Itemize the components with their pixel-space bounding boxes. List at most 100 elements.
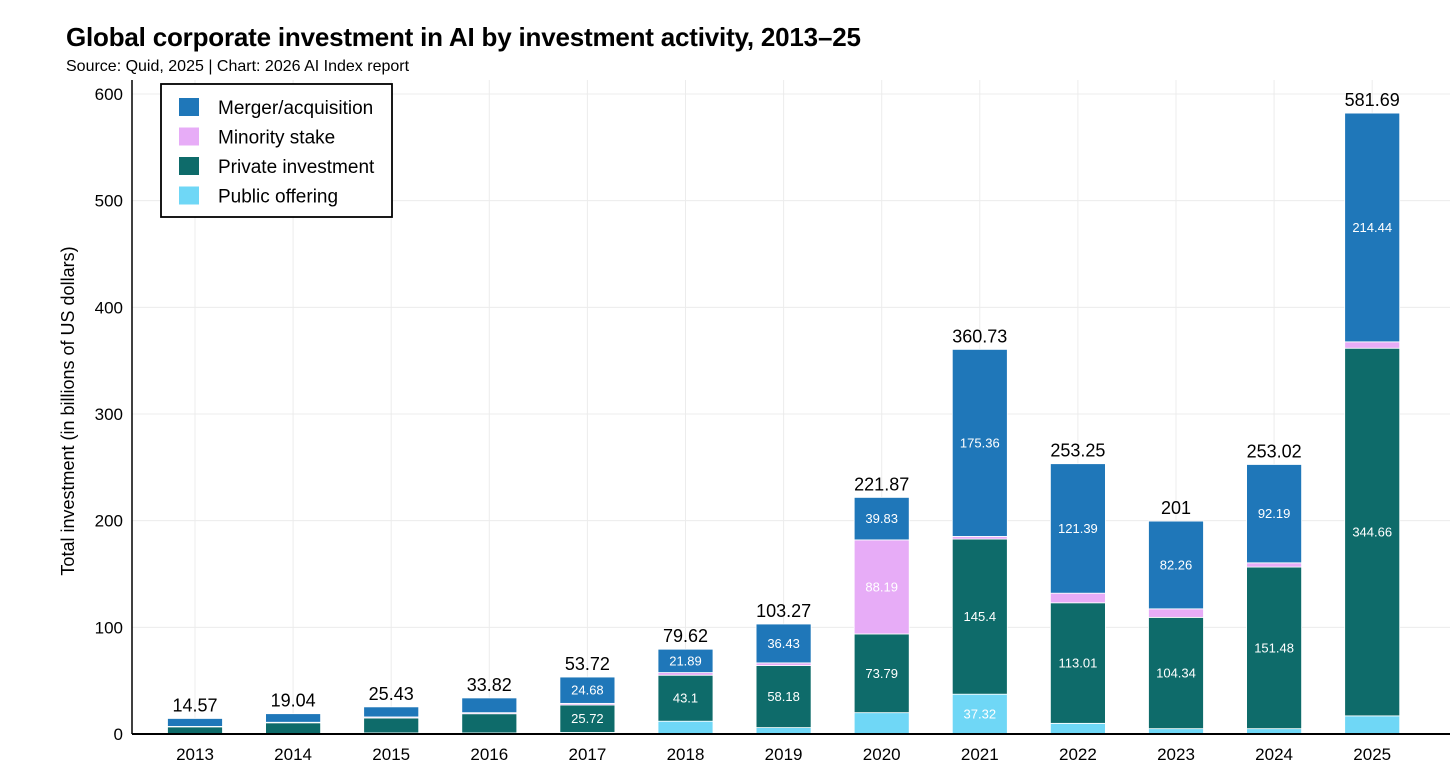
bar-segment (559, 676, 616, 704)
bar-segment (167, 718, 223, 727)
bar-total-label: 79.62 (663, 626, 708, 646)
segment-value-label: 104.34 (1156, 666, 1196, 681)
axes: 0 100 200 300 400 500 600 2013 2014 2015 2016 2017 2… (58, 80, 1450, 764)
x-tick-label: 2020 (863, 745, 901, 764)
bar-total-label: 103.27 (756, 601, 811, 621)
y-axis-label: Total investment (in billions of US doll… (58, 246, 78, 575)
bar-segment (755, 623, 812, 664)
y-tick-label: 200 (95, 512, 123, 531)
bar-total-label: 19.04 (271, 691, 316, 711)
segment-value-label: 88.19 (865, 579, 898, 594)
chart-title: Global corporate investment in AI by inv… (66, 22, 861, 52)
bar-total-label: 360.73 (952, 326, 1007, 346)
x-tick-label: 2025 (1353, 745, 1391, 764)
segment-value-label: 73.79 (865, 666, 898, 681)
bar-segment (951, 536, 1008, 540)
bar-segment (657, 720, 714, 735)
segment-value-label: 24.68 (571, 683, 604, 698)
segment-value-label: 21.89 (669, 653, 702, 668)
bar-total-label: 53.72 (565, 654, 610, 674)
x-tick-label: 2018 (667, 745, 705, 764)
legend: Merger/acquisition Minority stake Private … (160, 83, 393, 218)
legend-swatch (179, 157, 199, 175)
bar-segment (657, 648, 714, 673)
bar-segment (1344, 715, 1401, 735)
bar-segment (265, 722, 322, 734)
y-tick-label: 500 (95, 192, 123, 211)
bar-total-label: 25.43 (369, 684, 414, 704)
bar-segment (461, 697, 518, 714)
bar-segment (265, 713, 322, 723)
legend-label: Public offering (218, 187, 338, 208)
bar-segment (167, 726, 223, 735)
segment-value-label: 39.83 (865, 511, 898, 526)
bar-segment (1050, 722, 1106, 735)
bar-segment (853, 497, 910, 541)
legend-label: Merger/acquisition (218, 98, 373, 119)
bar-segment (951, 693, 1008, 735)
bar-segment (755, 665, 812, 728)
bar-segment (1344, 347, 1401, 717)
bar-segment (853, 539, 910, 635)
bar-segment (951, 348, 1008, 537)
bar-total-label: 221.87 (854, 474, 909, 494)
y-tick-label: 400 (95, 298, 123, 317)
segment-value-label: 82.26 (1160, 557, 1193, 572)
x-tick-label: 2024 (1255, 745, 1293, 764)
x-tick-label: 2019 (765, 745, 803, 764)
y-tick-label: 100 (95, 618, 123, 637)
bar-segment (1148, 608, 1204, 618)
legend-swatch (179, 127, 199, 146)
bar-segment (755, 662, 812, 666)
bar-total-label: 253.02 (1247, 441, 1302, 461)
bar-segment (461, 713, 518, 734)
y-tick-label: 0 (114, 725, 123, 744)
segment-value-label: 145.4 (964, 609, 997, 624)
bar-total-label: 33.82 (467, 675, 512, 695)
y-tick-label: 600 (95, 85, 123, 104)
bar-total-label: 253.25 (1050, 441, 1105, 461)
segment-value-label: 344.66 (1352, 525, 1392, 540)
segment-value-label: 25.72 (571, 711, 604, 726)
x-tick-label: 2015 (372, 745, 410, 764)
segment-value-label: 214.44 (1352, 220, 1392, 235)
segment-value-label: 113.01 (1059, 656, 1098, 671)
bar-segment (1050, 602, 1106, 724)
bar-total-label: 14.57 (172, 695, 217, 715)
x-tick-label: 2014 (274, 745, 312, 764)
bar-segment (1344, 112, 1401, 343)
segment-value-label: 36.43 (767, 636, 800, 651)
bar-segment (363, 706, 420, 718)
bar-segment (559, 704, 616, 733)
bar-segment (853, 633, 910, 714)
x-tick-label: 2017 (568, 745, 606, 764)
segment-value-label: 92.19 (1258, 506, 1291, 521)
segment-value-label: 121.39 (1058, 521, 1098, 536)
y-tick-label: 300 (95, 405, 123, 424)
segment-value-label: 175.36 (960, 435, 1000, 450)
x-tick-label: 2023 (1157, 745, 1195, 764)
labels: 14.57 19.04 25.43 33.82 25.72 24.68 53.72 43.1 2… (172, 90, 1399, 726)
x-tick-label: 2021 (961, 745, 999, 764)
legend-swatch (179, 186, 199, 205)
bar-segment (1148, 520, 1204, 610)
legend-label: Private investment (218, 157, 375, 178)
bar-segment (1344, 341, 1401, 349)
bar-segment (657, 674, 714, 722)
legend-box (160, 83, 393, 218)
x-tick-label: 2016 (470, 745, 508, 764)
segment-value-label: 37.32 (964, 707, 997, 722)
segment-value-label: 43.1 (673, 691, 698, 706)
bar-segment (1246, 562, 1302, 568)
legend-swatch (179, 98, 199, 116)
segment-value-label: 58.18 (767, 689, 800, 704)
bar-segment (363, 717, 420, 734)
bar-segment (1050, 463, 1106, 594)
bar-total-label: 581.69 (1345, 90, 1400, 110)
bar-segment (853, 712, 910, 735)
bar-segment (951, 538, 1008, 695)
bar-segment (1246, 566, 1302, 730)
chart-subtitle: Source: Quid, 2025 | Chart: 2026 AI Inde… (66, 58, 410, 75)
x-tick-label: 2013 (176, 745, 214, 764)
